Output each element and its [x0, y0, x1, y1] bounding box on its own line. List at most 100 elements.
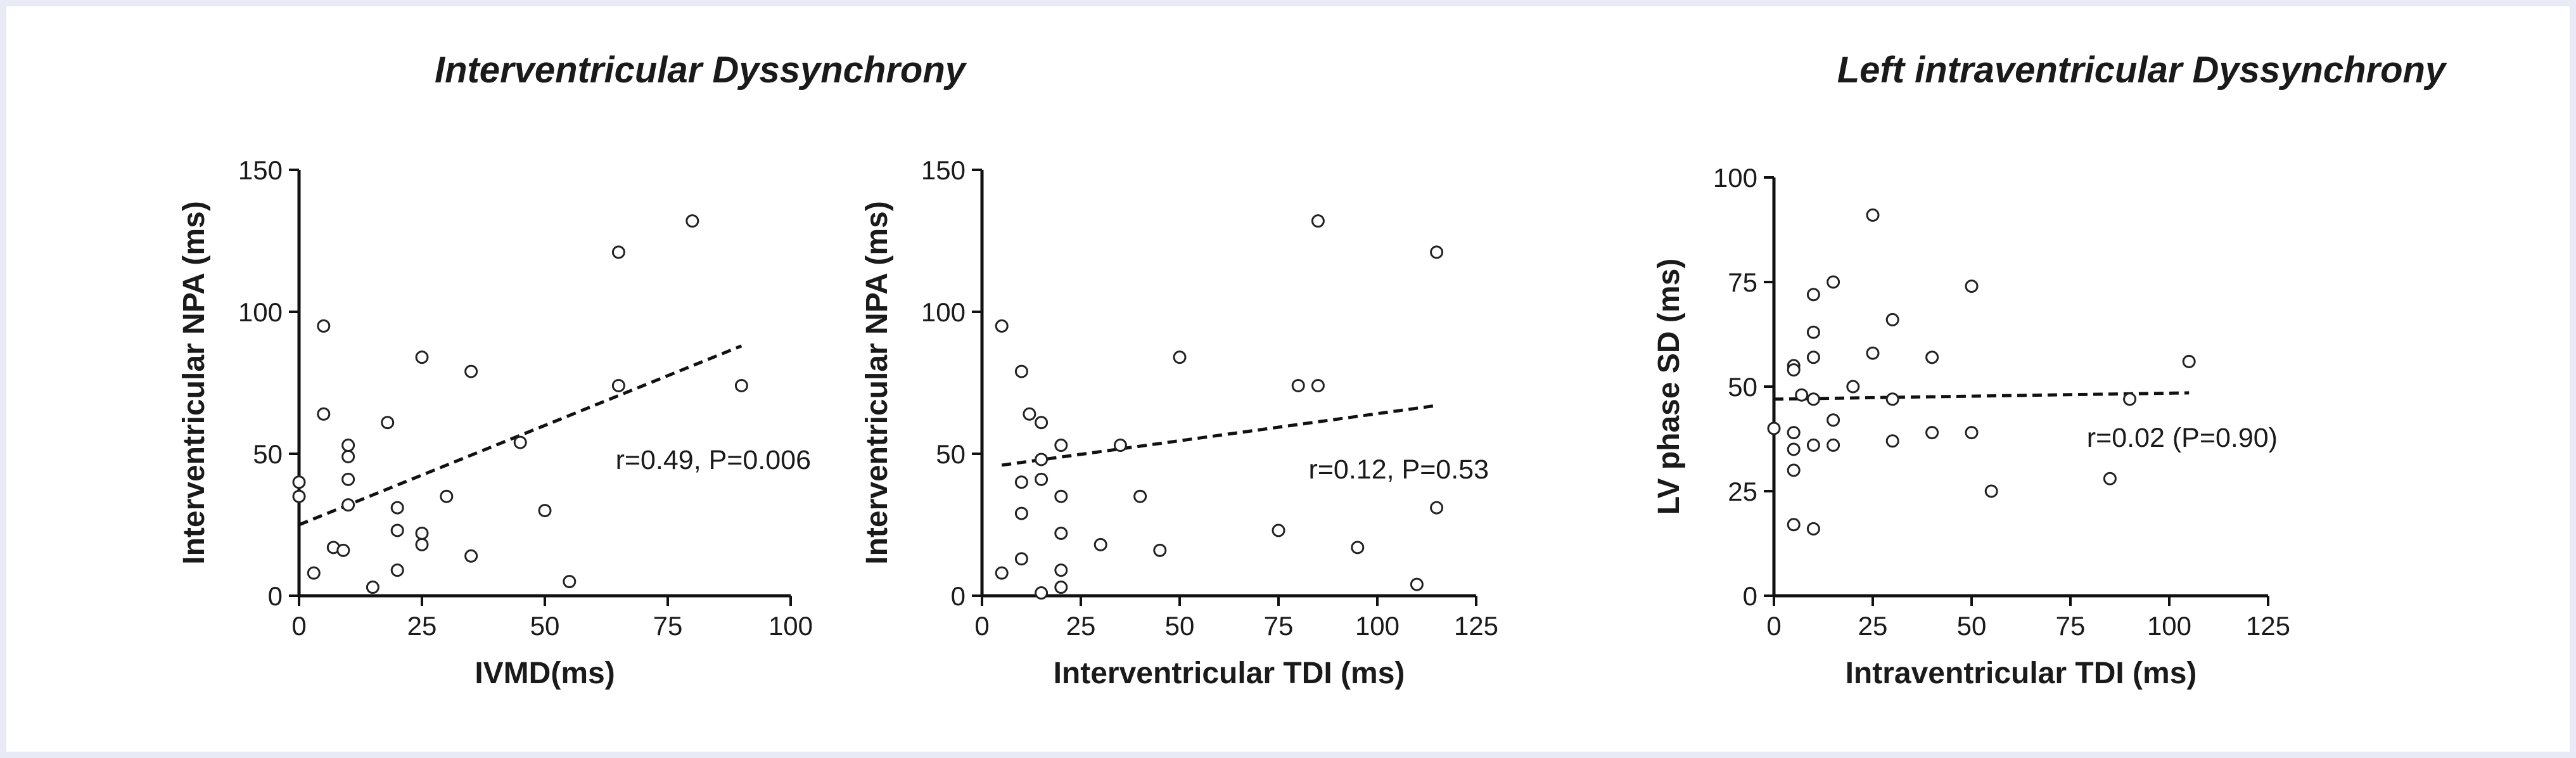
x-tick-label: 75 — [653, 611, 683, 641]
data-point — [415, 537, 429, 551]
data-point — [1866, 346, 1880, 360]
x-tick-label: 100 — [2147, 611, 2191, 641]
data-point — [611, 378, 625, 392]
data-point — [317, 319, 331, 333]
data-point — [1351, 541, 1365, 555]
x-tick-label: 50 — [1957, 611, 1987, 641]
y-axis-title: LV phase SD (ms) — [1652, 259, 1686, 515]
data-point — [1806, 522, 1820, 536]
x-tick-label: 125 — [1454, 611, 1498, 641]
data-point — [440, 489, 454, 503]
data-point — [1014, 552, 1028, 566]
data-point — [366, 581, 379, 594]
data-point — [341, 472, 355, 486]
data-point — [734, 378, 748, 392]
y-tick-label: 100 — [921, 297, 966, 327]
data-point — [1430, 245, 1444, 259]
data-point — [1806, 288, 1820, 302]
data-point — [611, 245, 625, 259]
data-point — [1054, 439, 1068, 453]
data-point — [1014, 506, 1028, 520]
data-point — [1133, 489, 1147, 503]
data-point — [1113, 439, 1127, 453]
regression-line — [1773, 391, 2190, 401]
data-point — [1795, 388, 1809, 402]
data-point — [1054, 489, 1068, 503]
data-point — [2103, 472, 2117, 485]
data-point — [336, 543, 350, 557]
data-point — [1767, 421, 1781, 435]
x-tick-label: 100 — [1355, 611, 1400, 641]
data-point — [1787, 426, 1801, 440]
data-point — [1272, 524, 1285, 537]
data-point — [1827, 275, 1840, 289]
data-point — [390, 524, 404, 537]
data-point — [292, 489, 306, 503]
x-tick-label: 0 — [291, 611, 306, 641]
data-point — [390, 563, 404, 577]
data-point — [1035, 453, 1049, 466]
figure-canvas: Interventricular Dyssynchrony Left intra… — [177, 49, 2447, 690]
data-point — [538, 504, 552, 518]
data-point — [563, 575, 577, 589]
y-tick-label: 150 — [921, 155, 966, 185]
data-point — [1410, 577, 1424, 591]
x-tick-label: 100 — [768, 611, 813, 641]
data-point — [1925, 426, 1939, 440]
y-tick-label: 50 — [253, 439, 283, 469]
data-point — [464, 364, 478, 378]
x-tick-label: 25 — [1858, 611, 1888, 641]
data-point — [415, 350, 429, 364]
data-point — [381, 416, 395, 430]
data-point — [1054, 563, 1068, 577]
data-point — [1035, 586, 1049, 600]
x-tick-label: 25 — [1066, 611, 1096, 641]
data-point — [1311, 214, 1325, 228]
data-point — [292, 475, 306, 489]
y-tick-label: 0 — [951, 581, 966, 611]
data-point — [1094, 537, 1107, 551]
data-point — [1291, 378, 1305, 392]
data-point — [1035, 472, 1049, 486]
x-axis-title: Intraventricular TDI (ms) — [1846, 657, 2197, 690]
data-point — [341, 449, 355, 463]
data-point — [1054, 526, 1068, 540]
y-tick-label: 0 — [1743, 581, 1757, 611]
data-point — [307, 566, 321, 580]
x-tick-label: 0 — [1766, 611, 1781, 641]
data-point — [1787, 363, 1801, 377]
data-point — [341, 439, 355, 453]
data-point — [995, 319, 1009, 333]
y-axis-title: Interventricular NPA (ms) — [177, 201, 211, 564]
data-point — [1827, 413, 1840, 427]
data-point — [1925, 350, 1939, 364]
y-axis-title: Interventricular NPA (ms) — [860, 201, 894, 564]
data-point — [1965, 279, 1979, 293]
group-title-interventricular: Interventricular Dyssynchrony — [435, 49, 967, 91]
data-point — [317, 407, 331, 421]
figure-panel: Interventricular Dyssynchrony Left intra… — [6, 6, 2570, 752]
data-point — [1014, 475, 1028, 489]
y-tick-label: 50 — [936, 439, 966, 469]
x-tick-label: 75 — [2056, 611, 2086, 641]
data-point — [1023, 407, 1036, 421]
data-point — [1885, 434, 1899, 448]
x-tick-label: 50 — [1165, 611, 1195, 641]
data-point — [464, 549, 478, 563]
scatter-chart-tdi-vs-npa: 0 50 100 150 0 25 50 75 100 125 Interventricular T… — [860, 155, 1498, 690]
data-point — [1806, 438, 1820, 452]
correlation-annotation: r=0.49, P=0.006 — [616, 445, 811, 475]
data-point — [1430, 501, 1444, 515]
data-point — [1827, 438, 1840, 452]
x-tick-label: 75 — [1264, 611, 1294, 641]
regression-line — [298, 344, 743, 527]
y-tick-label: 25 — [1728, 477, 1757, 506]
data-point — [341, 498, 355, 512]
y-tick-label: 100 — [1713, 163, 1757, 193]
data-point — [1846, 380, 1860, 394]
scatter-chart-ivmd-vs-npa: 0 50 100 150 0 25 50 75 100 IVMD(ms) Interventricu… — [177, 155, 813, 690]
regression-line — [1001, 404, 1437, 467]
data-point — [1885, 312, 1899, 326]
data-point — [1984, 484, 1998, 498]
y-tick-label: 100 — [238, 297, 283, 327]
